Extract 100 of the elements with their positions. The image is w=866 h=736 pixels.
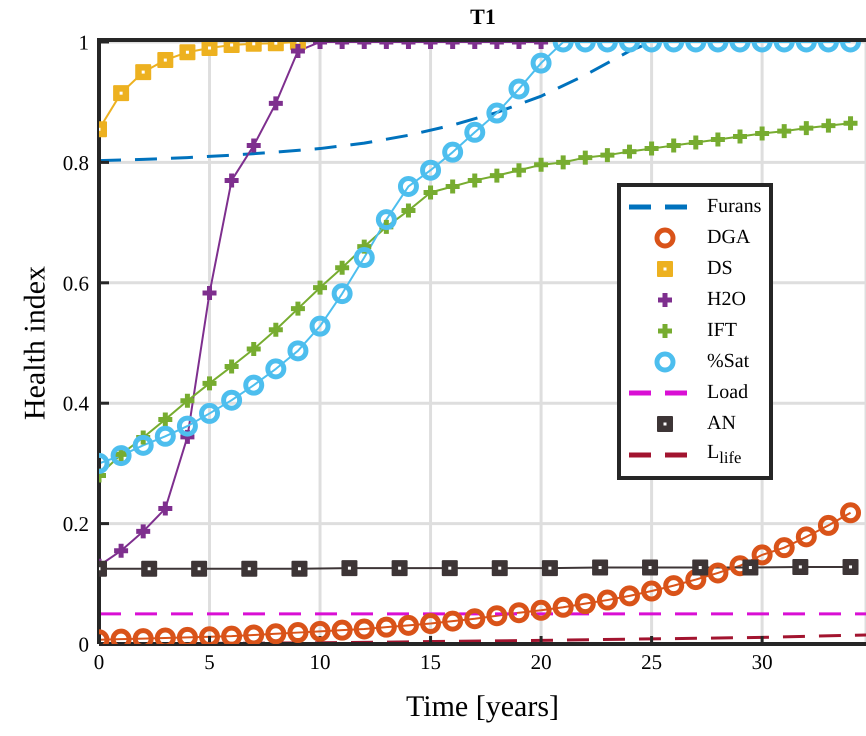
x-tick-label: 30 bbox=[752, 650, 773, 674]
y-tick-label: 0.2 bbox=[62, 512, 89, 536]
point bbox=[688, 136, 703, 150]
legend-label: Load bbox=[707, 381, 748, 404]
point bbox=[842, 558, 859, 575]
point bbox=[792, 558, 808, 575]
point bbox=[398, 614, 419, 636]
point bbox=[191, 560, 208, 577]
point bbox=[486, 102, 508, 124]
point bbox=[354, 618, 375, 640]
point bbox=[492, 560, 508, 576]
chart-title: T1 bbox=[469, 4, 497, 30]
point bbox=[335, 260, 350, 275]
point bbox=[113, 85, 130, 102]
point bbox=[265, 358, 286, 380]
x-tick-label: 10 bbox=[310, 650, 331, 674]
point bbox=[136, 524, 150, 538]
y-tick-label: 0.4 bbox=[62, 392, 90, 416]
point bbox=[578, 150, 592, 165]
legend-label: H2O bbox=[707, 288, 746, 311]
point bbox=[376, 209, 397, 230]
point bbox=[420, 613, 442, 634]
point bbox=[442, 610, 464, 632]
y-axis-title: Health index bbox=[18, 266, 52, 420]
point bbox=[468, 173, 482, 188]
point bbox=[755, 126, 770, 141]
point bbox=[179, 44, 196, 60]
point bbox=[710, 132, 725, 147]
point bbox=[486, 605, 508, 626]
point bbox=[221, 390, 242, 411]
point bbox=[290, 302, 305, 316]
point bbox=[132, 434, 154, 456]
y-tick-label: 0.6 bbox=[62, 271, 89, 296]
point bbox=[552, 596, 574, 618]
point bbox=[642, 560, 658, 576]
point bbox=[287, 622, 308, 644]
point bbox=[692, 560, 708, 576]
point bbox=[224, 173, 239, 188]
point bbox=[114, 544, 128, 558]
point bbox=[844, 116, 858, 130]
legend-label: IFT bbox=[707, 319, 737, 342]
y-tick-label: 0.8 bbox=[62, 150, 89, 175]
point bbox=[157, 52, 174, 68]
point bbox=[752, 544, 773, 566]
point bbox=[376, 616, 397, 638]
point bbox=[310, 620, 331, 642]
point bbox=[202, 286, 217, 300]
point bbox=[332, 620, 353, 641]
point bbox=[446, 179, 460, 194]
point bbox=[420, 160, 442, 181]
point bbox=[268, 322, 283, 337]
point bbox=[442, 142, 464, 163]
point bbox=[141, 560, 158, 577]
point bbox=[777, 124, 792, 138]
point bbox=[464, 122, 486, 143]
point bbox=[424, 186, 438, 200]
x-tick-label: 5 bbox=[204, 650, 215, 674]
point bbox=[268, 96, 283, 110]
point bbox=[742, 560, 758, 576]
point bbox=[641, 580, 662, 602]
point bbox=[158, 502, 172, 516]
legend-label: L$_{life}$ bbox=[707, 441, 742, 468]
x-axis-title: Time [years] bbox=[406, 690, 560, 723]
point bbox=[246, 342, 261, 356]
legend-label: AN bbox=[707, 412, 736, 435]
point bbox=[243, 624, 264, 644]
point bbox=[241, 560, 258, 577]
point bbox=[508, 78, 530, 100]
point bbox=[774, 537, 795, 558]
point bbox=[199, 402, 220, 424]
point bbox=[202, 42, 218, 56]
point bbox=[265, 623, 286, 644]
point bbox=[508, 602, 530, 624]
point bbox=[556, 155, 570, 170]
x-tick-label: 15 bbox=[420, 650, 442, 674]
legend-label: DS bbox=[707, 257, 733, 280]
point bbox=[733, 130, 748, 144]
point bbox=[110, 445, 132, 466]
x-tick-label: 20 bbox=[530, 650, 552, 674]
legend-label: %Sat bbox=[707, 350, 750, 373]
point bbox=[685, 569, 706, 590]
point bbox=[313, 280, 328, 295]
point bbox=[202, 376, 217, 390]
point bbox=[596, 590, 618, 611]
point bbox=[644, 142, 659, 156]
point bbox=[574, 593, 596, 614]
point bbox=[180, 394, 194, 408]
point bbox=[618, 585, 640, 606]
point bbox=[176, 416, 198, 437]
x-tick-label: 0 bbox=[94, 650, 104, 674]
y-tick-label: 1 bbox=[78, 30, 89, 54]
point bbox=[799, 121, 814, 136]
point bbox=[310, 316, 331, 337]
point bbox=[796, 526, 817, 548]
point bbox=[490, 168, 504, 183]
point bbox=[542, 560, 558, 576]
point bbox=[512, 163, 526, 178]
point bbox=[246, 138, 261, 153]
legend-label: DGA bbox=[707, 226, 750, 249]
point bbox=[290, 44, 305, 58]
